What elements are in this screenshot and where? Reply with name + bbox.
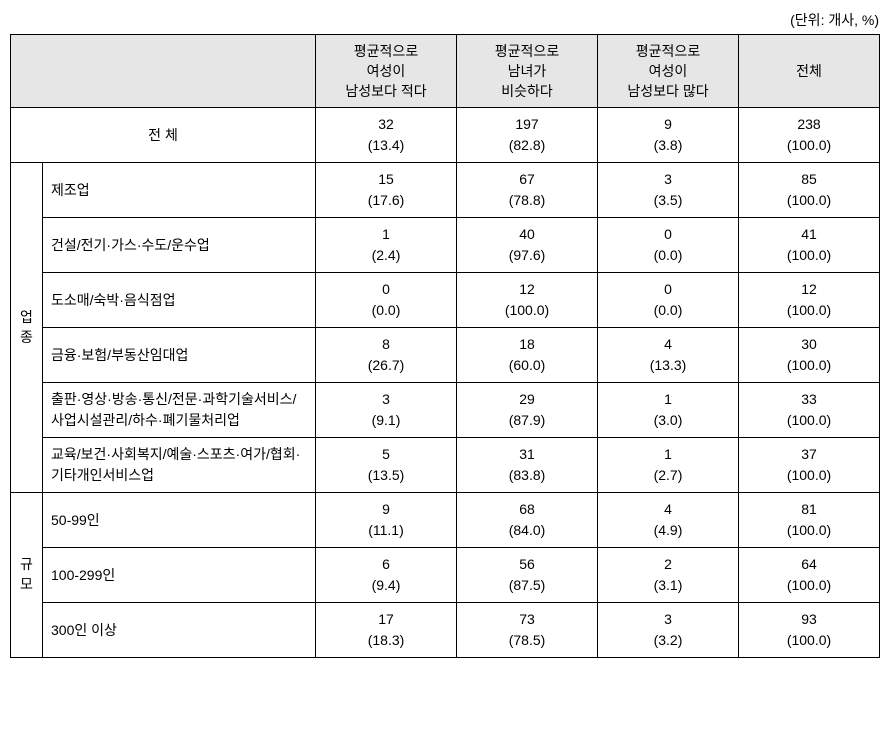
table-row: 규 모 50-99인 9(11.1) 68(84.0) 4(4.9) 81(10… xyxy=(11,493,880,548)
cell-value: 37(100.0) xyxy=(739,438,880,493)
cell-value: 2(3.1) xyxy=(598,548,739,603)
cell-value: 31(83.8) xyxy=(457,438,598,493)
group-label-industry: 업 종 xyxy=(11,163,43,493)
group-label-char: 종 xyxy=(13,328,40,348)
cell-value: 93(100.0) xyxy=(739,603,880,658)
row-label: 교육/보건·사회복지/예술·스포츠·여가/협회·기타개인서비스업 xyxy=(43,438,316,493)
row-label: 건설/전기·가스·수도/운수업 xyxy=(43,218,316,273)
table-row: 도소매/숙박·음식점업 0(0.0) 12(100.0) 0(0.0) 12(1… xyxy=(11,273,880,328)
table-row: 300인 이상 17(18.3) 73(78.5) 3(3.2) 93(100.… xyxy=(11,603,880,658)
group-label-size: 규 모 xyxy=(11,493,43,658)
cell-value: 8(26.7) xyxy=(316,328,457,383)
cell-value: 64(100.0) xyxy=(739,548,880,603)
cell-value: 33(100.0) xyxy=(739,383,880,438)
cell-value: 238(100.0) xyxy=(739,108,880,163)
row-label: 300인 이상 xyxy=(43,603,316,658)
row-label: 출판·영상·방송·통신/전문·과학기술서비스/사업시설관리/하수·폐기물처리업 xyxy=(43,383,316,438)
cell-value: 81(100.0) xyxy=(739,493,880,548)
cell-value: 9(11.1) xyxy=(316,493,457,548)
cell-value: 1(3.0) xyxy=(598,383,739,438)
cell-value: 12(100.0) xyxy=(739,273,880,328)
header-col-2: 평균적으로남녀가비슷하다 xyxy=(457,35,598,108)
row-label: 금융·보험/부동산임대업 xyxy=(43,328,316,383)
cell-value: 4(13.3) xyxy=(598,328,739,383)
group-label-char: 규 xyxy=(13,555,40,575)
data-table: 평균적으로여성이남성보다 적다 평균적으로남녀가비슷하다 평균적으로여성이남성보… xyxy=(10,34,880,658)
table-row: 전 체 32(13.4) 197(82.8) 9(3.8) 238(100.0) xyxy=(11,108,880,163)
table-row: 건설/전기·가스·수도/운수업 1(2.4) 40(97.6) 0(0.0) 4… xyxy=(11,218,880,273)
group-label-char: 업 xyxy=(13,308,40,328)
cell-value: 30(100.0) xyxy=(739,328,880,383)
table-row: 업 종 제조업 15(17.6) 67(78.8) 3(3.5) 85(100.… xyxy=(11,163,880,218)
row-label: 100-299인 xyxy=(43,548,316,603)
row-label: 도소매/숙박·음식점업 xyxy=(43,273,316,328)
cell-value: 5(13.5) xyxy=(316,438,457,493)
cell-value: 18(60.0) xyxy=(457,328,598,383)
cell-value: 0(0.0) xyxy=(598,273,739,328)
cell-value: 0(0.0) xyxy=(316,273,457,328)
cell-value: 29(87.9) xyxy=(457,383,598,438)
cell-value: 85(100.0) xyxy=(739,163,880,218)
cell-value: 3(3.2) xyxy=(598,603,739,658)
table-row: 출판·영상·방송·통신/전문·과학기술서비스/사업시설관리/하수·폐기물처리업 … xyxy=(11,383,880,438)
cell-value: 12(100.0) xyxy=(457,273,598,328)
cell-value: 73(78.5) xyxy=(457,603,598,658)
cell-value: 32(13.4) xyxy=(316,108,457,163)
cell-value: 40(97.6) xyxy=(457,218,598,273)
cell-value: 6(9.4) xyxy=(316,548,457,603)
unit-note: (단위: 개사, %) xyxy=(10,10,879,30)
cell-value: 17(18.3) xyxy=(316,603,457,658)
cell-value: 197(82.8) xyxy=(457,108,598,163)
table-row: 금융·보험/부동산임대업 8(26.7) 18(60.0) 4(13.3) 30… xyxy=(11,328,880,383)
cell-value: 4(4.9) xyxy=(598,493,739,548)
cell-value: 9(3.8) xyxy=(598,108,739,163)
table-row: 100-299인 6(9.4) 56(87.5) 2(3.1) 64(100.0… xyxy=(11,548,880,603)
header-row: 평균적으로여성이남성보다 적다 평균적으로남녀가비슷하다 평균적으로여성이남성보… xyxy=(11,35,880,108)
header-col-4: 전체 xyxy=(739,35,880,108)
cell-value: 1(2.7) xyxy=(598,438,739,493)
cell-value: 1(2.4) xyxy=(316,218,457,273)
cell-value: 3(3.5) xyxy=(598,163,739,218)
cell-value: 41(100.0) xyxy=(739,218,880,273)
cell-value: 68(84.0) xyxy=(457,493,598,548)
group-label-char: 모 xyxy=(13,575,40,595)
cell-value: 0(0.0) xyxy=(598,218,739,273)
header-blank xyxy=(11,35,316,108)
cell-value: 15(17.6) xyxy=(316,163,457,218)
row-label-total: 전 체 xyxy=(11,108,316,163)
row-label: 50-99인 xyxy=(43,493,316,548)
row-label: 제조업 xyxy=(43,163,316,218)
cell-value: 3(9.1) xyxy=(316,383,457,438)
header-col-3: 평균적으로여성이남성보다 많다 xyxy=(598,35,739,108)
cell-value: 56(87.5) xyxy=(457,548,598,603)
header-col-1: 평균적으로여성이남성보다 적다 xyxy=(316,35,457,108)
table-row: 교육/보건·사회복지/예술·스포츠·여가/협회·기타개인서비스업 5(13.5)… xyxy=(11,438,880,493)
cell-value: 67(78.8) xyxy=(457,163,598,218)
